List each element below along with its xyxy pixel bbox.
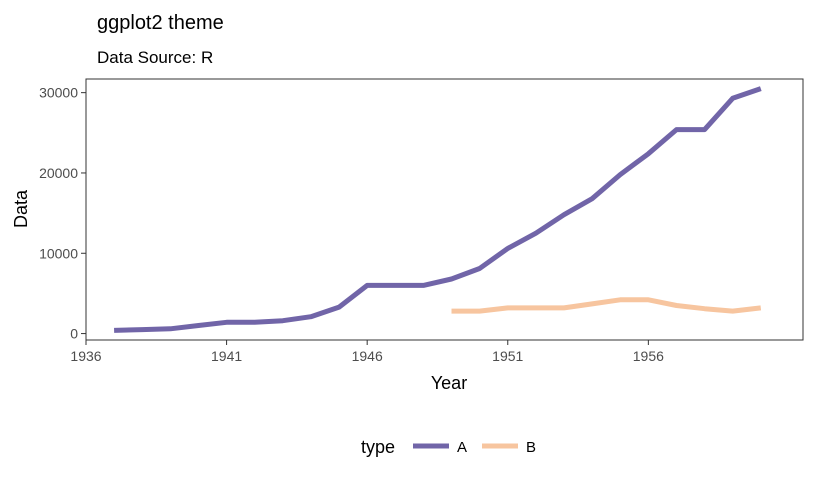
y-tick-label: 10000 [39,245,78,261]
x-tick-label: 1951 [492,348,523,364]
legend-label-a: A [457,439,467,456]
y-tick-label: 0 [70,326,78,342]
series-line-a [114,86,762,333]
series-line-b [451,297,762,314]
plot-panel-border [85,78,804,341]
y-tick-label: 20000 [39,165,78,181]
x-tick-label: 1941 [211,348,242,364]
chart-subtitle: Data Source: R [97,48,213,67]
x-tick-label: 1946 [352,348,383,364]
y-tick-label: 30000 [39,85,78,101]
x-axis-label: Year [431,373,467,393]
legend-label-b: B [526,439,536,456]
x-tick-label: 1936 [70,348,101,364]
y-axis-label: Data [11,189,31,228]
x-tick-label: 1956 [633,348,664,364]
legend: type A B [361,437,536,457]
chart-title: ggplot2 theme [97,12,224,34]
legend-title: type [361,437,395,457]
